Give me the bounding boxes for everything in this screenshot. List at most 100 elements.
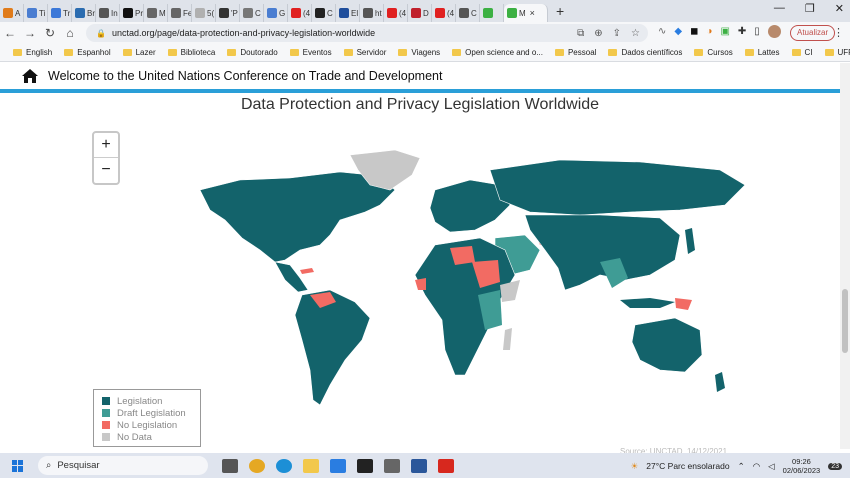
- reload-button[interactable]: ↻: [44, 26, 56, 40]
- bookmark-folder[interactable]: Espanhol: [59, 48, 115, 57]
- south-america[interactable]: [294, 289, 371, 406]
- bookmark-folder[interactable]: Pessoal: [550, 48, 601, 57]
- tab-close-icon[interactable]: ×: [529, 8, 535, 18]
- zoom-out-button[interactable]: −: [101, 161, 111, 178]
- browser-tab[interactable]: 'P: [216, 4, 240, 22]
- browser-tab[interactable]: C: [240, 4, 264, 22]
- acrobat-icon[interactable]: [438, 458, 454, 473]
- back-button[interactable]: ←: [4, 26, 16, 40]
- home-button[interactable]: ⌂: [66, 26, 74, 40]
- libya[interactable]: [450, 246, 475, 265]
- bookmark-folder[interactable]: English: [8, 48, 57, 57]
- caribbean[interactable]: [300, 268, 314, 274]
- pulse-extension-icon[interactable]: ∿: [658, 26, 667, 37]
- notification-badge[interactable]: 23: [828, 462, 842, 470]
- scrollbar-thumb[interactable]: [842, 289, 848, 353]
- new-zealand[interactable]: [715, 372, 725, 392]
- close-window-button[interactable]: ✕: [834, 3, 844, 15]
- browser-tab[interactable]: Ti: [24, 4, 48, 22]
- file-explorer-icon[interactable]: [303, 458, 319, 473]
- weather-text[interactable]: 27°C Parc ensolarado: [646, 461, 730, 471]
- asia[interactable]: [524, 214, 681, 291]
- browser-tab[interactable]: Br: [72, 4, 96, 22]
- browser-tab[interactable]: (4: [384, 4, 408, 22]
- horn-of-africa-nodata[interactable]: [500, 280, 520, 302]
- browser-tab[interactable]: El: [336, 4, 360, 22]
- home-icon[interactable]: [22, 69, 38, 83]
- windows-start-icon[interactable]: [12, 459, 24, 472]
- black-extension-icon[interactable]: ◼: [690, 26, 699, 37]
- store-icon[interactable]: [357, 458, 373, 473]
- europe[interactable]: [429, 179, 511, 233]
- browser-tab[interactable]: ht: [360, 4, 384, 22]
- edge-icon[interactable]: [276, 458, 292, 473]
- orange-extension-icon[interactable]: ◑: [706, 26, 713, 37]
- papua-new-guinea[interactable]: [675, 298, 692, 310]
- venezuela[interactable]: [310, 292, 336, 308]
- blue-diamond-extension-icon[interactable]: ◆: [674, 26, 683, 37]
- browser-tab[interactable]: A: [0, 4, 24, 22]
- bookmark-star-icon[interactable]: ☆: [631, 27, 640, 39]
- taskbar-search-input[interactable]: ⌕ Pesquisar: [38, 456, 208, 475]
- browser-tab[interactable]: In: [96, 4, 120, 22]
- bookmark-folder[interactable]: Viagens: [393, 48, 445, 57]
- browser-tab[interactable]: C: [456, 4, 480, 22]
- bookmark-folder[interactable]: Lazer: [118, 48, 161, 57]
- browser-tab[interactable]: (4: [432, 4, 456, 22]
- bookmark-folder[interactable]: Cursos: [689, 48, 737, 57]
- clock[interactable]: 09:26 02/06/2023: [783, 457, 821, 475]
- bookmark-folder[interactable]: UFRN: [820, 48, 850, 57]
- indonesia[interactable]: [620, 298, 675, 308]
- green-extension-icon[interactable]: ▣: [720, 26, 730, 37]
- browser-tab[interactable]: D: [408, 4, 432, 22]
- east-africa-draft[interactable]: [478, 290, 502, 330]
- calculator-icon[interactable]: [384, 458, 400, 473]
- browser-tab[interactable]: (4: [288, 4, 312, 22]
- browser-tab[interactable]: Tr: [48, 4, 72, 22]
- browser-tab[interactable]: 5(: [192, 4, 216, 22]
- bookmark-folder[interactable]: CI: [787, 48, 818, 57]
- update-button[interactable]: Atualizar: [790, 25, 836, 41]
- mail-icon[interactable]: [330, 458, 346, 473]
- sidebar-icon[interactable]: ▯: [754, 26, 760, 37]
- sudan[interactable]: [472, 260, 500, 288]
- new-tab-button[interactable]: +: [556, 3, 565, 19]
- volume-icon[interactable]: ◁: [768, 460, 775, 471]
- australia[interactable]: [631, 317, 703, 373]
- bookmark-folder[interactable]: Dados científicos: [603, 48, 687, 57]
- russia[interactable]: [489, 159, 746, 216]
- puzzle-icon[interactable]: ✚: [737, 26, 747, 37]
- bookmark-folder[interactable]: Biblioteca: [163, 48, 221, 57]
- word-icon[interactable]: [411, 458, 427, 473]
- bookmark-folder[interactable]: Eventos: [285, 48, 337, 57]
- japan[interactable]: [685, 228, 695, 254]
- world-map[interactable]: [180, 150, 750, 420]
- url-bar[interactable]: 🔒 unctad.org/page/data-protection-and-pr…: [86, 24, 648, 42]
- bookmark-folder[interactable]: Lattes: [740, 48, 785, 57]
- forward-button[interactable]: →: [24, 26, 36, 40]
- maximize-button[interactable]: ❐: [804, 3, 815, 15]
- central-america[interactable]: [274, 261, 309, 293]
- share-icon[interactable]: ⇪: [612, 27, 622, 39]
- bookmark-folder[interactable]: Servidor: [339, 48, 392, 57]
- page-scrollbar[interactable]: [840, 63, 850, 449]
- tray-chevron-icon[interactable]: ⌃: [737, 460, 745, 471]
- north-america[interactable]: [199, 171, 396, 263]
- avatar[interactable]: [767, 25, 781, 38]
- minimize-button[interactable]: —: [773, 2, 785, 14]
- madagascar[interactable]: [503, 328, 512, 350]
- browser-tab[interactable]: C: [312, 4, 336, 22]
- zoom-icon[interactable]: ⊕: [594, 27, 603, 39]
- network-icon[interactable]: ◠: [752, 460, 761, 471]
- southeast-asia[interactable]: [600, 258, 628, 288]
- browser-tab[interactable]: G: [264, 4, 288, 22]
- browser-tab[interactable]: M: [144, 4, 168, 22]
- bookmark-folder[interactable]: Open science and o...: [447, 48, 548, 57]
- task-view-icon[interactable]: [222, 458, 238, 473]
- bookmark-folder[interactable]: Doutorado: [222, 48, 282, 57]
- browser-tab[interactable]: Fe: [168, 4, 192, 22]
- chrome-icon[interactable]: [249, 458, 265, 473]
- browser-tab[interactable]: [480, 4, 504, 22]
- active-tab[interactable]: M ×: [504, 4, 548, 22]
- zoom-in-button[interactable]: +: [94, 133, 118, 158]
